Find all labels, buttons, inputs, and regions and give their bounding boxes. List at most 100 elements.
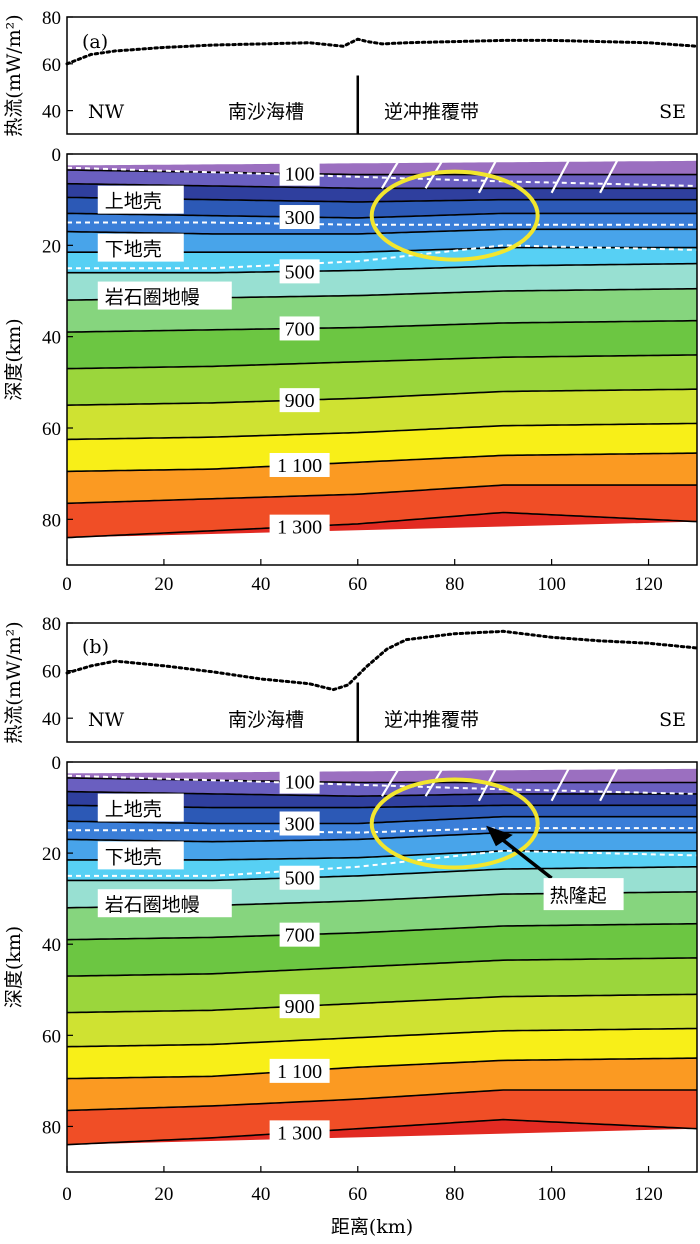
isotherm-label-box	[269, 1120, 330, 1145]
layer-boundary	[67, 774, 697, 795]
fault-line	[599, 155, 621, 194]
isotherm-label: 900	[285, 390, 315, 412]
isotherm-line	[67, 1118, 697, 1146]
temperature-band	[67, 957, 697, 1013]
temperature-band	[67, 1028, 697, 1079]
isotherm-label-box	[279, 865, 320, 890]
temperature-band	[67, 229, 697, 253]
isotherm-label: 1 300	[277, 517, 322, 539]
fault-line	[381, 763, 403, 797]
temperature-band	[67, 453, 697, 504]
isotherm-line	[67, 262, 697, 274]
layer-label: 下地壳	[105, 239, 162, 261]
layer-label-box	[97, 281, 232, 310]
isotherm-label: 100	[285, 164, 315, 186]
isotherm-label: 500	[285, 261, 315, 283]
layer-boundary	[67, 827, 697, 834]
heat-flow-tick-label: 80	[42, 614, 61, 635]
heat-flow-tick-label: 60	[42, 55, 61, 76]
heat-flow-frame	[66, 622, 698, 743]
temperature-band	[67, 423, 697, 472]
thermal-anomaly-ellipse	[369, 169, 540, 262]
layer-label-box	[97, 889, 232, 918]
isotherm-label-box	[269, 1058, 330, 1083]
distance-tick-label: 20	[154, 574, 173, 595]
isotherm-line	[67, 388, 697, 406]
isotherm-line	[67, 777, 697, 784]
isotherm-label-box	[269, 514, 330, 539]
isotherm-line	[67, 831, 697, 843]
isotherm-label: 300	[285, 814, 315, 836]
temperature-band	[67, 247, 697, 273]
isotherm-label: 500	[285, 868, 315, 890]
layer-boundary	[67, 244, 697, 270]
isotherm-label: 1 100	[277, 1061, 322, 1083]
isotherm-label-box	[279, 922, 320, 947]
left-region-label: 南沙海槽	[228, 101, 304, 123]
layer-label-box	[97, 185, 184, 214]
isotherm-label: 900	[285, 996, 315, 1018]
se-label: SE	[659, 709, 686, 731]
isotherm-line	[67, 957, 697, 977]
thermal-anomaly-ellipse	[369, 777, 540, 870]
section-frame	[66, 153, 698, 566]
distance-tick-label: 120	[634, 1184, 663, 1205]
isotherm-line	[67, 452, 697, 473]
isotherm-line	[67, 511, 697, 539]
layer-boundary	[67, 221, 697, 226]
isotherm-line	[67, 212, 697, 219]
isotherm-line	[67, 815, 697, 825]
heat-flow-line	[65, 37, 699, 66]
fault-line	[550, 763, 572, 802]
isotherm-line	[67, 922, 697, 941]
panel-b: 40 60 80 (b) NW 南沙海槽 逆冲推覆带 SE 热流(mW/m²) 100 300 500…	[3, 614, 699, 1238]
heat-flow-axis-label: 热流(mW/m²)	[3, 621, 25, 743]
temperature-band	[67, 160, 697, 175]
temperature-band	[67, 1058, 697, 1111]
layer-label-box	[97, 793, 184, 822]
layer-label: 上地壳	[105, 191, 162, 213]
isotherm-line	[67, 182, 697, 190]
distance-tick-label: 100	[537, 574, 566, 595]
layer-label-box	[97, 233, 184, 262]
distance-axis-label: 距离(km)	[331, 1216, 413, 1238]
heat-flow-tick-label: 40	[42, 709, 61, 730]
isotherm-line	[67, 993, 697, 1014]
isotherm-label: 700	[285, 318, 315, 340]
temperature-band	[67, 923, 697, 977]
temperature-band	[67, 1119, 697, 1145]
distance-tick-label: 40	[251, 574, 270, 595]
depth-tick-label: 80	[42, 1117, 61, 1138]
isotherm-label-box	[279, 769, 320, 794]
annotation-label: 热隆起	[550, 885, 607, 907]
isotherm-label-box	[279, 811, 320, 836]
isotherm-line	[67, 1089, 697, 1112]
distance-tick-label: 120	[634, 574, 663, 595]
nw-label: NW	[88, 101, 125, 123]
distance-tick-label: 60	[348, 574, 367, 595]
panel-a: 40 60 80 (a) NW 南沙海槽 逆冲推覆带 SE 热流(mW/m²) 100 300 500…	[3, 8, 699, 595]
isotherm-line	[67, 319, 697, 333]
depth-axis-label: 深度(km)	[3, 926, 25, 1008]
depth-tick-label: 40	[42, 328, 61, 349]
distance-tick-label: 80	[445, 1184, 464, 1205]
fault-line	[550, 155, 572, 194]
depth-tick-label: 60	[42, 1026, 61, 1047]
layer-boundary	[67, 849, 697, 877]
depth-tick-label: 60	[42, 419, 61, 440]
isotherm-label-box	[279, 205, 320, 230]
isotherm-line	[67, 228, 697, 235]
temperature-band	[67, 354, 697, 406]
distance-tick-label: 60	[348, 1184, 367, 1205]
isotherm-line	[67, 169, 697, 176]
layer-label: 岩石圈地幔	[105, 287, 200, 309]
layer-label: 下地壳	[105, 846, 162, 868]
isotherm-label: 700	[285, 925, 315, 947]
temperature-band	[67, 1090, 697, 1145]
isotherm-label: 100	[285, 772, 315, 794]
layer-label: 岩石圈地幔	[105, 894, 200, 916]
heat-flow-axis-label: 热流(mW/m²)	[3, 14, 25, 136]
temperature-band	[67, 389, 697, 440]
layer-label-box	[97, 841, 184, 870]
